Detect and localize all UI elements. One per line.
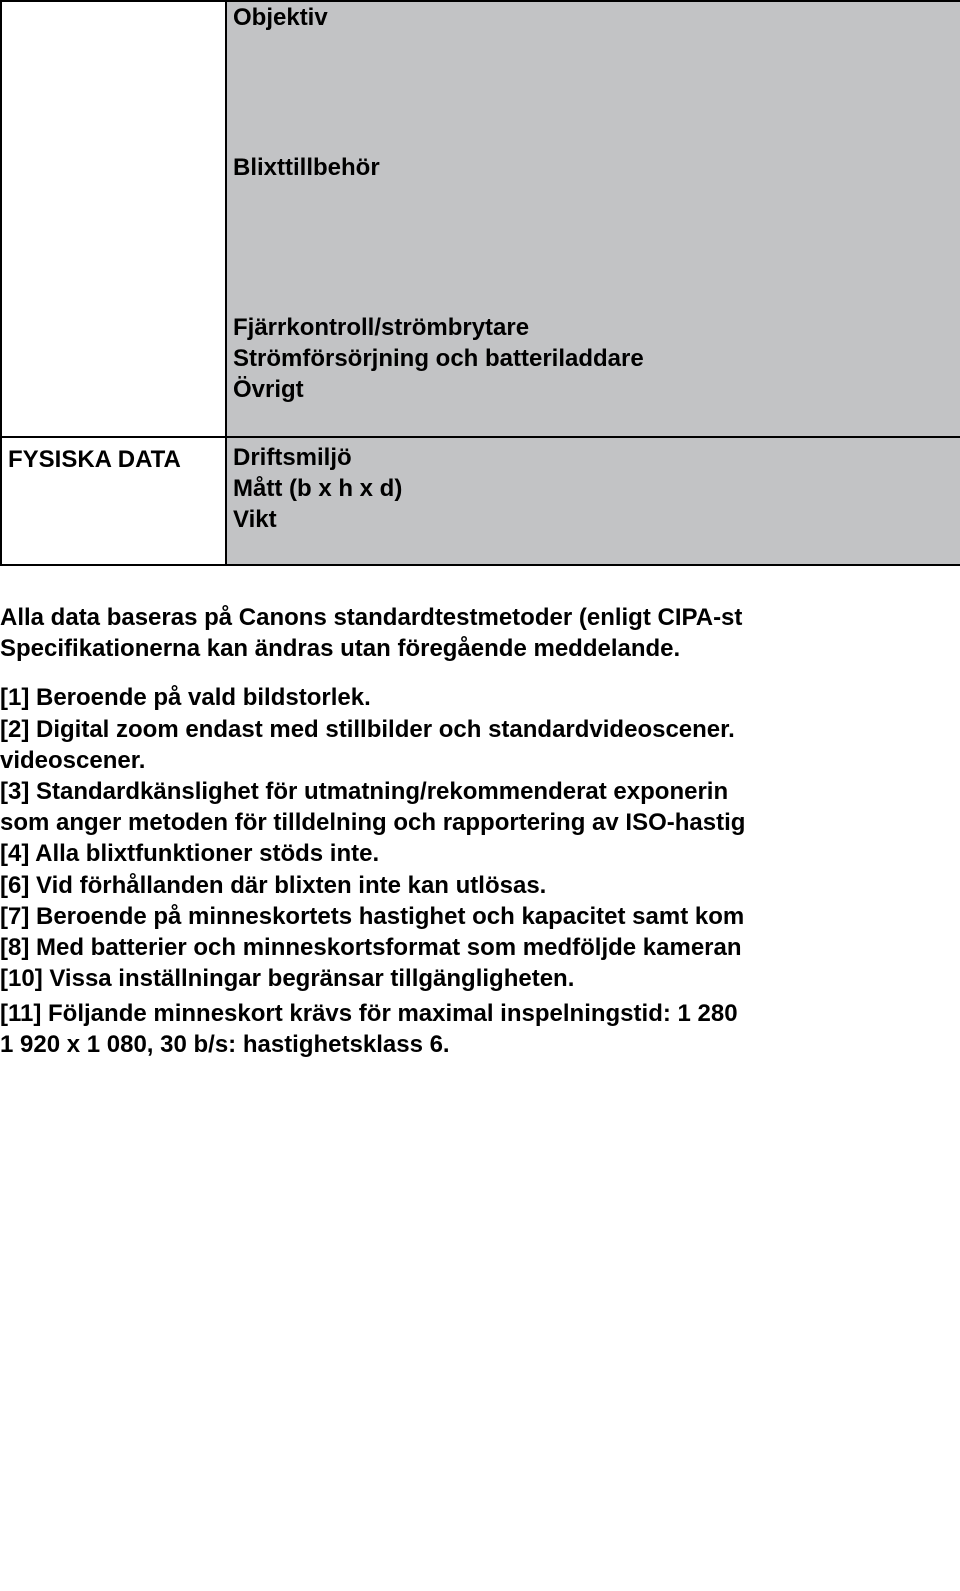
spec-item-blixttillbehor: Blixttillbehör [233, 152, 954, 183]
footnote-2a: [2] Digital zoom endast med stillbilder … [0, 714, 960, 745]
footnote-10: [10] Vissa inställningar begränsar tillg… [0, 963, 960, 994]
footnote-intro-2: Specifikationerna kan ändras utan föregå… [0, 633, 960, 664]
spec-item-driftsmiljo: Driftsmiljö [233, 442, 954, 473]
spec-item-vikt: Vikt [233, 504, 954, 535]
spec-right-cell-fysiska: Driftsmiljö Mått (b x h x d) Vikt [226, 437, 960, 565]
document-page: Objektiv Blixttillbehör Fjärrkontroll/st… [0, 0, 960, 1081]
spec-item-fjarrkontroll: Fjärrkontroll/strömbrytare [233, 312, 954, 343]
spec-right-cell-accessories: Objektiv Blixttillbehör Fjärrkontroll/st… [226, 1, 960, 437]
table-row: FYSISKA DATA Driftsmiljö Mått (b x h x d… [1, 437, 960, 565]
footnote-8: [8] Med batterier och minneskortsformat … [0, 932, 960, 963]
spec-item-ovrigt: Övrigt [233, 374, 954, 405]
footnote-4: [4] Alla blixtfunktioner stöds inte. [0, 838, 960, 869]
spec-section-fysiska-data: FYSISKA DATA [1, 437, 226, 565]
footnote-6: [6] Vid förhållanden där blixten inte ka… [0, 870, 960, 901]
spec-item-matt: Mått (b x h x d) [233, 473, 954, 504]
footnotes-block: Alla data baseras på Canons standardtest… [0, 566, 960, 1081]
spec-item-stromforsorjning: Strömförsörjning och batteriladdare [233, 343, 954, 374]
table-row: Objektiv Blixttillbehör Fjärrkontroll/st… [1, 1, 960, 437]
spec-left-cell-empty [1, 1, 226, 437]
spec-table: Objektiv Blixttillbehör Fjärrkontroll/st… [0, 0, 960, 566]
footnote-1: [1] Beroende på vald bildstorlek. [0, 682, 960, 713]
footnote-11a: [11] Följande minneskort krävs för maxim… [0, 998, 960, 1029]
footnote-11b: 1 920 x 1 080, 30 b/s: hastighetsklass 6… [0, 1029, 960, 1060]
footnote-3b: som anger metoden för tilldelning och ra… [0, 807, 960, 838]
footnote-intro-1: Alla data baseras på Canons standardtest… [0, 602, 960, 633]
section-label: FYSISKA DATA [8, 444, 181, 475]
footnote-2b: videoscener. [0, 745, 960, 776]
footnote-7: [7] Beroende på minneskortets hastighet … [0, 901, 960, 932]
footnote-3a: [3] Standardkänslighet för utmatning/rek… [0, 776, 960, 807]
spec-item-objektiv: Objektiv [233, 2, 954, 33]
